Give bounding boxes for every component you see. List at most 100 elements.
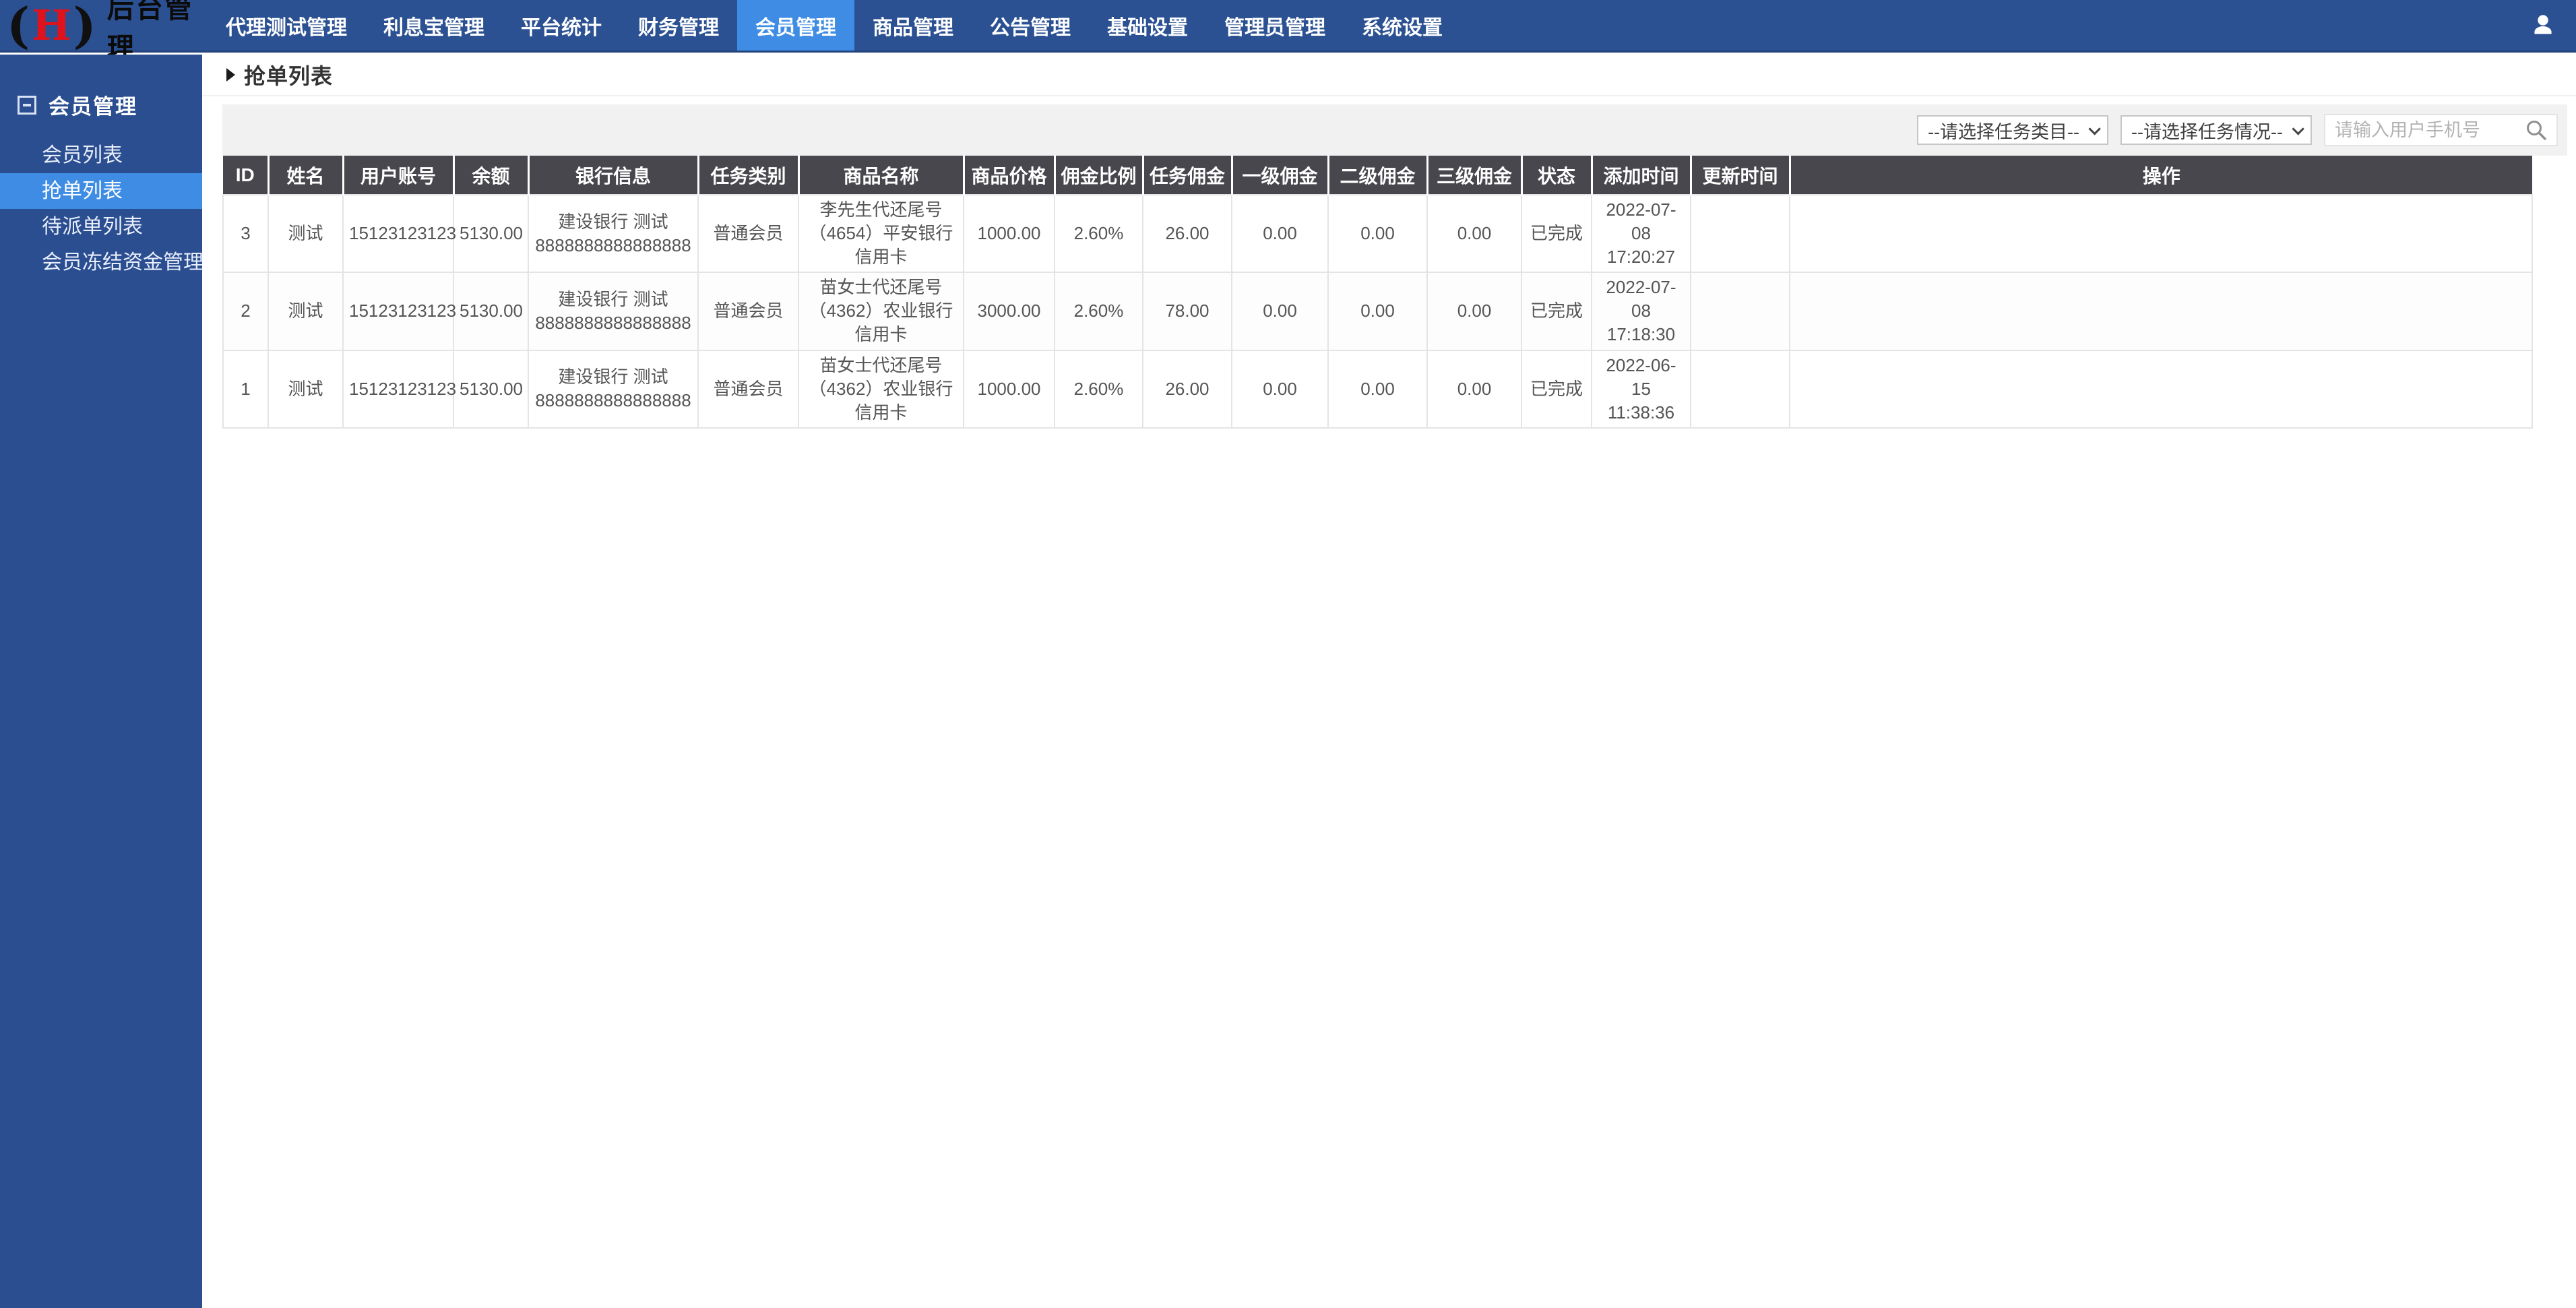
user-avatar-icon[interactable] xyxy=(2529,0,2576,51)
cell-level2: 0.00 xyxy=(1327,272,1428,351)
task-status-select[interactable]: --请选择任务情况-- xyxy=(2121,115,2312,145)
cell-id: 1 xyxy=(222,349,269,429)
column-header-account: 用户账号 xyxy=(342,156,453,195)
column-header-actions: 操作 xyxy=(1788,156,2532,195)
filter-toolbar: --请选择任务类目-- --请选择任务情况-- xyxy=(222,104,2567,156)
logo-paren-right: ) xyxy=(73,0,96,54)
add-date: 2022-06-15 xyxy=(1606,354,1676,399)
sidebar-group-member-management[interactable]: 会员管理 xyxy=(0,55,202,137)
cell-task-commission: 78.00 xyxy=(1142,272,1232,351)
nav-item-interest[interactable]: 利息宝管理 xyxy=(383,16,484,39)
sidebar: 会员管理 会员列表 抢单列表 待派单列表 会员冻结资金管理 xyxy=(0,55,203,1308)
search-icon[interactable] xyxy=(2524,118,2548,142)
cell-account: 15123123123 xyxy=(342,193,456,274)
nav-item-admins[interactable]: 管理员管理 xyxy=(1224,16,1325,39)
breadcrumb: 抢单列表 xyxy=(202,55,2576,96)
cell-bank-info: 建设银行 测试 8888888888888888 xyxy=(528,272,699,351)
caret-right-icon xyxy=(226,68,235,82)
nav-item-basic-settings[interactable]: 基础设置 xyxy=(1107,16,1188,39)
table-header-row: ID 姓名 用户账号 余额 银行信息 任务类别 商品名称 商品价格 佣金比例 任… xyxy=(223,156,2532,195)
cell-task-commission: 26.00 xyxy=(1142,193,1232,274)
task-category-select[interactable]: --请选择任务类目-- xyxy=(1917,115,2109,145)
column-header-level3-commission: 三级佣金 xyxy=(1426,156,1521,195)
table-row: 3 测试 15123123123 5130.00 建设银行 测试 8888888… xyxy=(222,193,2533,274)
top-nav: ( H ) 后台管理 代理测试管理 利息宝管理 平台统计 财务管理 会员管理 商… xyxy=(0,0,2576,63)
add-time: 11:38:36 xyxy=(1607,402,1675,423)
cell-balance: 5130.00 xyxy=(453,349,529,429)
cell-product-name: 李先生代还尾号（4654）平安银行信用卡 xyxy=(798,193,964,274)
cell-add-time: 2022-06-15 11:38:36 xyxy=(1591,349,1691,429)
cell-task-commission: 26.00 xyxy=(1142,349,1232,429)
bank-name: 建设银行 测试 xyxy=(558,211,668,232)
brand-title: 后台管理 xyxy=(106,0,194,63)
nav-item-announcements[interactable]: 公告管理 xyxy=(990,16,1071,39)
cell-name: 测试 xyxy=(268,272,344,351)
add-date: 2022-07-08 xyxy=(1606,199,1676,244)
table-row: 1 测试 15123123123 5130.00 建设银行 测试 8888888… xyxy=(222,349,2533,429)
column-header-add-time: 添加时间 xyxy=(1590,156,1691,195)
column-header-product-price: 商品价格 xyxy=(962,156,1055,195)
cell-add-time: 2022-07-08 17:18:30 xyxy=(1591,272,1691,351)
column-header-bank-info: 银行信息 xyxy=(527,156,698,195)
cell-id: 3 xyxy=(222,193,269,274)
cell-product-price: 3000.00 xyxy=(963,272,1055,351)
column-header-commission-rate: 佣金比例 xyxy=(1053,156,1143,195)
sidebar-item-pending-dispatch-list[interactable]: 待派单列表 xyxy=(42,216,143,238)
chevron-down-icon xyxy=(2292,122,2304,135)
cell-actions xyxy=(1789,193,2533,274)
column-header-product-name: 商品名称 xyxy=(797,156,964,195)
sidebar-item-frozen-funds[interactable]: 会员冻结资金管理 xyxy=(42,251,203,274)
cell-level3: 0.00 xyxy=(1426,272,1522,351)
column-header-level1-commission: 一级佣金 xyxy=(1230,156,1328,195)
cell-task-type: 普通会员 xyxy=(697,349,799,429)
nav-item-platform-stats[interactable]: 平台统计 xyxy=(521,16,602,39)
column-header-name: 姓名 xyxy=(267,156,343,195)
bank-card-number: 8888888888888888 xyxy=(535,235,691,255)
add-time: 17:20:27 xyxy=(1606,247,1676,268)
nav-item-products[interactable]: 商品管理 xyxy=(873,16,953,39)
column-header-level2-commission: 二级佣金 xyxy=(1327,156,1427,195)
cell-bank-info: 建设银行 测试 8888888888888888 xyxy=(528,349,699,429)
cell-balance: 5130.00 xyxy=(453,272,529,351)
sidebar-item-member-list[interactable]: 会员列表 xyxy=(42,144,123,166)
table-row: 2 测试 15123123123 5130.00 建设银行 测试 8888888… xyxy=(222,272,2533,351)
cell-product-price: 1000.00 xyxy=(963,349,1055,429)
cell-update-time xyxy=(1690,349,1790,429)
content-panel: --请选择任务类目-- --请选择任务情况-- xyxy=(202,96,2576,429)
logo-paren-left: ( xyxy=(7,0,30,54)
column-header-id: ID xyxy=(223,156,268,195)
brand-logo[interactable]: ( H ) 后台管理 xyxy=(0,0,202,63)
cell-level1: 0.00 xyxy=(1231,272,1329,351)
column-header-task-type: 任务类别 xyxy=(697,156,798,195)
nav-item-members[interactable]: 会员管理 xyxy=(737,0,854,51)
nav-item-system-settings[interactable]: 系统设置 xyxy=(1362,16,1443,39)
cell-name: 测试 xyxy=(268,349,344,429)
cell-level3: 0.00 xyxy=(1426,193,1522,274)
collapse-minus-icon[interactable] xyxy=(18,95,36,115)
cell-bank-info: 建设银行 测试 8888888888888888 xyxy=(528,193,699,274)
cell-task-type: 普通会员 xyxy=(697,193,799,274)
nav-item-agent-test[interactable]: 代理测试管理 xyxy=(226,16,347,39)
cell-level3: 0.00 xyxy=(1426,349,1522,429)
nav-item-finance[interactable]: 财务管理 xyxy=(638,16,719,39)
cell-level1: 0.00 xyxy=(1231,349,1329,429)
cell-commission-rate: 2.60% xyxy=(1054,193,1143,274)
cell-actions xyxy=(1789,349,2533,429)
column-header-update-time: 更新时间 xyxy=(1689,156,1790,195)
bank-name: 建设银行 测试 xyxy=(558,367,668,387)
cell-level2: 0.00 xyxy=(1327,193,1428,274)
sidebar-item-grab-order-list[interactable]: 抢单列表 xyxy=(0,173,202,209)
cell-status: 已完成 xyxy=(1521,349,1592,429)
column-header-status: 状态 xyxy=(1520,156,1592,195)
column-header-balance: 余额 xyxy=(452,156,528,195)
cell-add-time: 2022-07-08 17:20:27 xyxy=(1591,193,1691,274)
task-status-selected-value: --请选择任务情况-- xyxy=(2131,121,2283,142)
cell-account: 15123123123 xyxy=(342,272,456,351)
cell-level1: 0.00 xyxy=(1231,193,1329,274)
column-header-task-commission: 任务佣金 xyxy=(1141,156,1232,195)
search-input[interactable] xyxy=(2333,119,2524,142)
bank-card-number: 8888888888888888 xyxy=(535,312,691,333)
cell-commission-rate: 2.60% xyxy=(1054,349,1143,429)
logo-letter-icon: H xyxy=(32,0,71,50)
cell-balance: 5130.00 xyxy=(453,193,529,274)
